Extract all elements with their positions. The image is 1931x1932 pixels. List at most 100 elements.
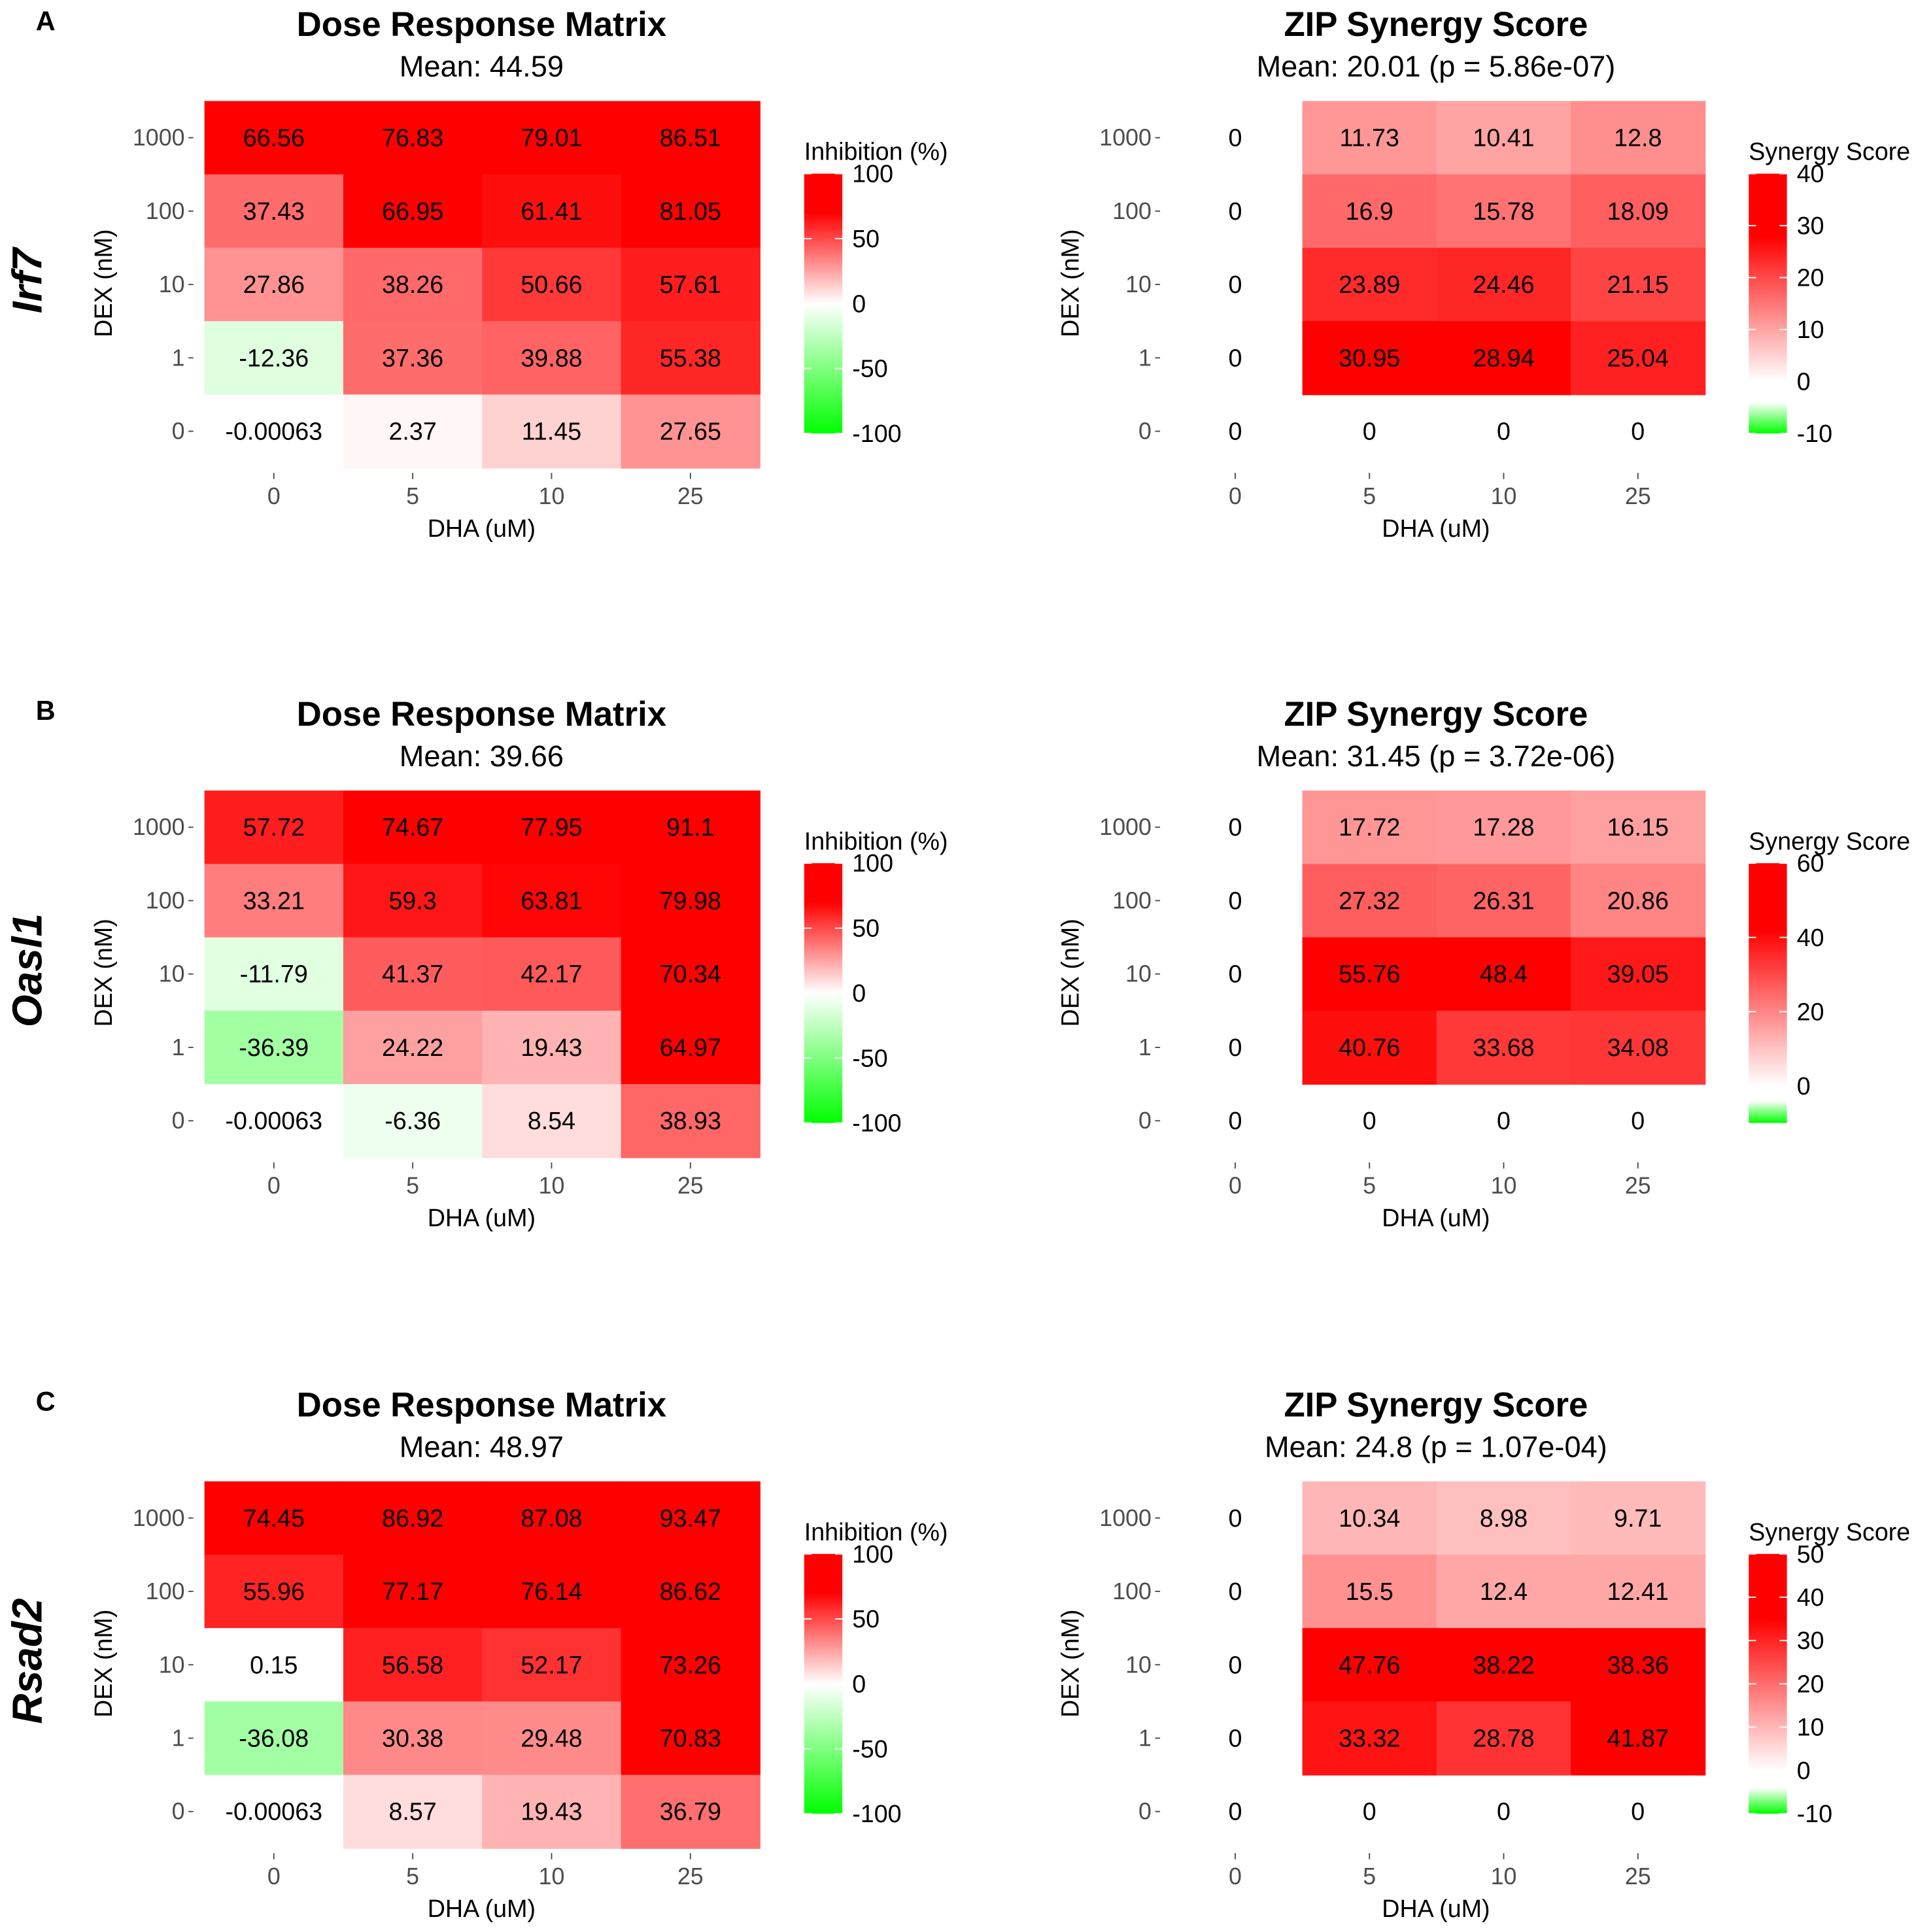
cell-value-label: 0 bbox=[1497, 1798, 1511, 1825]
heatmap-cell bbox=[621, 1010, 760, 1085]
cell-value-label: 73.26 bbox=[660, 1651, 721, 1678]
cell-value-label: 0 bbox=[1228, 813, 1242, 841]
cell-value-label: 2.37 bbox=[388, 418, 436, 445]
y-tick-label: 1 bbox=[1138, 345, 1152, 371]
heatmap-cell bbox=[1571, 174, 1706, 248]
x-axis-label: DHA (uM) bbox=[428, 1204, 536, 1232]
cell-value-label: 87.08 bbox=[521, 1504, 582, 1532]
cell-value-label: 42.17 bbox=[521, 960, 582, 988]
cell-value-label: 28.78 bbox=[1473, 1725, 1534, 1752]
x-axis-label: DHA (uM) bbox=[1382, 515, 1490, 542]
x-tick-label: 0 bbox=[267, 483, 281, 509]
cell-value-label: -36.08 bbox=[239, 1725, 309, 1752]
chart-title: Dose Response Matrix bbox=[297, 695, 666, 734]
x-tick-label: 25 bbox=[1625, 1863, 1651, 1890]
heatmap-cell bbox=[1571, 864, 1706, 938]
cell-value-label: 86.62 bbox=[660, 1578, 721, 1605]
chart-title: Dose Response Matrix bbox=[297, 1385, 666, 1424]
cell-value-label: 91.1 bbox=[666, 813, 714, 841]
heatmap-cell bbox=[1302, 101, 1437, 175]
gene-label: Irf7 bbox=[3, 246, 50, 313]
cell-value-label: 55.76 bbox=[1339, 960, 1400, 988]
cell-value-label: 76.83 bbox=[382, 124, 443, 152]
cell-value-label: 17.72 bbox=[1339, 813, 1400, 841]
legend-tick-label: -100 bbox=[852, 420, 901, 447]
y-tick-label: 1 bbox=[172, 1034, 185, 1060]
legend-tick-label: 50 bbox=[852, 1605, 880, 1633]
y-axis-label: DEX (nM) bbox=[90, 1610, 117, 1718]
x-tick-label: 5 bbox=[406, 483, 419, 509]
cell-value-label: 57.72 bbox=[243, 813, 305, 841]
heatmap-cell bbox=[482, 247, 622, 322]
heatmap-cell bbox=[482, 1628, 622, 1703]
heatmap-cell bbox=[621, 174, 760, 248]
heatmap-cell bbox=[204, 101, 344, 175]
heatmap-cell bbox=[621, 321, 760, 396]
heatmap-cell bbox=[1436, 321, 1572, 396]
legend-tick-label: -100 bbox=[852, 1800, 901, 1827]
x-tick-label: 0 bbox=[267, 1173, 281, 1199]
cell-value-label: 24.46 bbox=[1473, 271, 1534, 298]
heatmap-cell bbox=[482, 790, 622, 865]
legend-title: Synergy Score bbox=[1749, 138, 1910, 165]
heatmap-cell bbox=[1302, 247, 1437, 322]
legend-title: Inhibition (%) bbox=[804, 1518, 948, 1546]
heatmap-cell bbox=[204, 1481, 344, 1555]
heatmap-cell bbox=[1571, 1010, 1706, 1085]
legend-tick-label: 0 bbox=[1797, 368, 1811, 396]
cell-value-label: 38.36 bbox=[1607, 1651, 1669, 1678]
y-axis-label: DEX (nM) bbox=[1057, 1610, 1084, 1718]
legend-tick-label: 10 bbox=[1797, 1714, 1824, 1741]
legend-colorbar bbox=[1749, 173, 1787, 433]
cell-value-label: 86.51 bbox=[660, 124, 721, 152]
y-tick-label: 100 bbox=[1112, 887, 1152, 913]
heatmap-cell bbox=[482, 1554, 622, 1629]
heatmap-cell bbox=[1302, 937, 1437, 1011]
x-tick-label: 0 bbox=[1229, 1173, 1242, 1199]
cell-value-label: 63.81 bbox=[521, 887, 582, 914]
chart-subtitle: Mean: 24.8 (p = 1.07e-04) bbox=[1265, 1430, 1607, 1463]
heatmap-cell bbox=[1302, 174, 1437, 248]
heatmap-cell bbox=[1436, 1701, 1572, 1776]
heatmap-cell bbox=[204, 174, 344, 248]
cell-value-label: 11.45 bbox=[522, 418, 581, 445]
y-tick-label: 0 bbox=[1138, 1799, 1152, 1825]
heatmap-cell bbox=[621, 1084, 760, 1159]
heatmap-cell bbox=[1571, 790, 1706, 865]
heatmap-cell bbox=[204, 1554, 344, 1629]
cell-value-label: 0 bbox=[1228, 124, 1242, 152]
cell-value-label: 26.31 bbox=[1473, 887, 1534, 914]
heatmap-cell bbox=[1436, 1628, 1572, 1703]
heatmap-cell bbox=[1571, 1628, 1706, 1703]
cell-value-label: 28.94 bbox=[1473, 344, 1534, 371]
y-tick-label: 0 bbox=[172, 1799, 185, 1825]
heatmap-cell bbox=[482, 937, 622, 1011]
heatmap-cell bbox=[343, 1481, 483, 1555]
legend-title: Inhibition (%) bbox=[804, 827, 948, 855]
heatmap-cell bbox=[621, 790, 760, 865]
legend-tick-label: 100 bbox=[852, 1540, 893, 1568]
heatmap-cell bbox=[343, 1774, 483, 1849]
cell-value-label: 57.61 bbox=[660, 271, 721, 298]
heatmap-cell bbox=[482, 101, 622, 175]
heatmap-cell bbox=[621, 247, 760, 322]
legend-tick-label: 0 bbox=[1797, 1757, 1811, 1784]
cell-value-label: 0 bbox=[1228, 960, 1242, 988]
y-tick-label: 10 bbox=[1125, 271, 1152, 297]
legend-tick-label: 0 bbox=[852, 290, 866, 317]
cell-value-label: -0.00063 bbox=[225, 418, 322, 445]
heatmap-cell bbox=[204, 1628, 344, 1703]
cell-value-label: 0 bbox=[1228, 1504, 1242, 1532]
heatmap-cell bbox=[1302, 790, 1437, 865]
cell-value-label: 79.98 bbox=[660, 887, 721, 914]
cell-value-label: 41.37 bbox=[382, 960, 443, 988]
panel-letter: A bbox=[36, 6, 56, 37]
legend-tick-label: 0 bbox=[1797, 1072, 1811, 1100]
heatmap-cell bbox=[621, 864, 760, 938]
cell-value-label: 9.71 bbox=[1614, 1504, 1662, 1532]
chart-subtitle: Mean: 20.01 (p = 5.86e-07) bbox=[1256, 50, 1615, 83]
cell-value-label: 29.48 bbox=[521, 1725, 582, 1752]
y-tick-label: 1000 bbox=[1099, 1505, 1152, 1531]
panel-letter: B bbox=[36, 695, 56, 726]
y-tick-label: 1000 bbox=[133, 1505, 185, 1531]
